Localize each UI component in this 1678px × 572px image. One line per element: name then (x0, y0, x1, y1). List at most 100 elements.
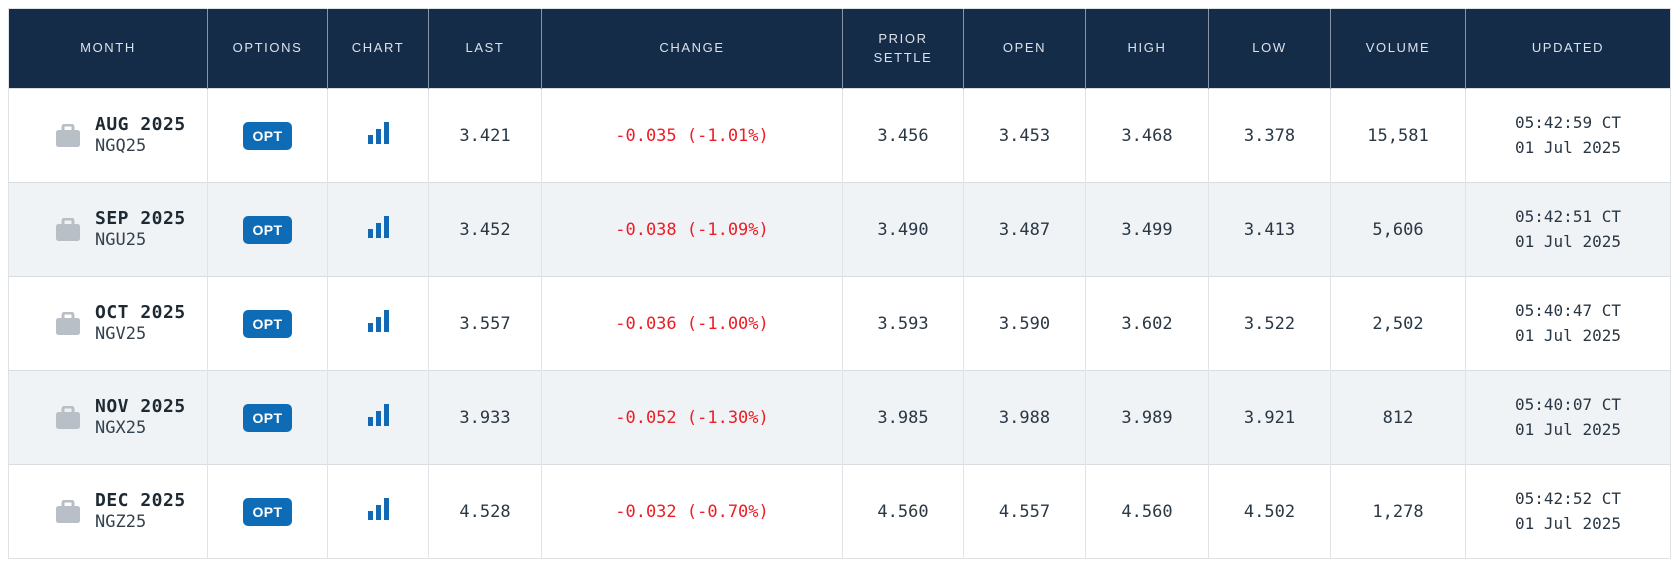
header-month: MONTH (8, 8, 208, 89)
high-cell: 4.560 (1085, 464, 1209, 559)
table-row: OCT 2025 NGV25 OPT 3.557 -0.036 (-1.00%)… (8, 276, 1671, 371)
contract-symbol-label: NGV25 (95, 324, 147, 345)
updated-time: 05:40:47 CT (1515, 300, 1621, 320)
header-options: OPTIONS (207, 8, 328, 89)
updated-time: 05:40:07 CT (1515, 394, 1621, 414)
updated-date: 01 Jul 2025 (1515, 419, 1621, 439)
low-cell: 3.921 (1208, 370, 1331, 465)
briefcase-icon (55, 217, 81, 242)
last-cell: 4.528 (428, 464, 542, 559)
briefcase-icon (55, 405, 81, 430)
header-low: LOW (1208, 8, 1331, 89)
change-cell: -0.036 (-1.00%) (541, 276, 843, 371)
last-cell: 3.452 (428, 182, 542, 277)
change-cell: -0.052 (-1.30%) (541, 370, 843, 465)
volume-cell: 812 (1330, 370, 1466, 465)
opt-button[interactable]: OPT (242, 215, 293, 244)
volume-cell: 1,278 (1330, 464, 1466, 559)
header-volume: VOLUME (1330, 8, 1466, 89)
updated-date: 01 Jul 2025 (1515, 137, 1621, 157)
prior-settle-cell: 3.985 (842, 370, 964, 465)
header-last: LAST (428, 8, 542, 89)
last-cell: 3.557 (428, 276, 542, 371)
header-change: CHANGE (541, 8, 843, 89)
chart-cell (327, 182, 429, 277)
chart-cell (327, 370, 429, 465)
prior-settle-cell: 3.593 (842, 276, 964, 371)
chart-cell (327, 88, 429, 183)
updated-cell: 05:40:47 CT 01 Jul 2025 (1465, 276, 1671, 371)
updated-date: 01 Jul 2025 (1515, 513, 1621, 533)
header-open: OPEN (963, 8, 1086, 89)
options-cell: OPT (207, 276, 328, 371)
prior-settle-cell: 3.490 (842, 182, 964, 277)
last-cell: 3.421 (428, 88, 542, 183)
high-cell: 3.468 (1085, 88, 1209, 183)
options-cell: OPT (207, 464, 328, 559)
updated-time: 05:42:51 CT (1515, 206, 1621, 226)
open-cell: 3.988 (963, 370, 1086, 465)
options-cell: OPT (207, 88, 328, 183)
low-cell: 3.413 (1208, 182, 1331, 277)
bar-chart-icon[interactable] (367, 404, 389, 426)
bar-chart-icon[interactable] (367, 310, 389, 332)
updated-cell: 05:42:52 CT 01 Jul 2025 (1465, 464, 1671, 559)
change-cell: -0.032 (-0.70%) (541, 464, 843, 559)
contract-month-label: NOV 2025 (95, 396, 186, 418)
opt-button[interactable]: OPT (242, 309, 293, 338)
change-cell: -0.038 (-1.09%) (541, 182, 843, 277)
bar-chart-icon[interactable] (367, 498, 389, 520)
month-cell: NOV 2025 NGX25 (8, 370, 208, 465)
volume-cell: 15,581 (1330, 88, 1466, 183)
updated-date: 01 Jul 2025 (1515, 231, 1621, 251)
contract-symbol-label: NGZ25 (95, 512, 147, 533)
contract-month-label: OCT 2025 (95, 302, 186, 324)
table-row: SEP 2025 NGU25 OPT 3.452 -0.038 (-1.09%)… (8, 182, 1671, 277)
chart-cell (327, 464, 429, 559)
opt-button[interactable]: OPT (242, 497, 293, 526)
header-chart: CHART (327, 8, 429, 89)
header-high: HIGH (1085, 8, 1209, 89)
options-cell: OPT (207, 182, 328, 277)
low-cell: 4.502 (1208, 464, 1331, 559)
prior-settle-cell: 3.456 (842, 88, 964, 183)
updated-cell: 05:42:59 CT 01 Jul 2025 (1465, 88, 1671, 183)
table-row: NOV 2025 NGX25 OPT 3.933 -0.052 (-1.30%)… (8, 370, 1671, 465)
contract-month-label: SEP 2025 (95, 208, 186, 230)
low-cell: 3.378 (1208, 88, 1331, 183)
prior-settle-cell: 4.560 (842, 464, 964, 559)
bar-chart-icon[interactable] (367, 216, 389, 238)
briefcase-icon (55, 123, 81, 148)
opt-button[interactable]: OPT (242, 121, 293, 150)
contract-month-label: AUG 2025 (95, 114, 186, 136)
open-cell: 3.453 (963, 88, 1086, 183)
change-cell: -0.035 (-1.01%) (541, 88, 843, 183)
bar-chart-icon[interactable] (367, 122, 389, 144)
chart-cell (327, 276, 429, 371)
contract-symbol-label: NGU25 (95, 230, 147, 251)
futures-quotes-table: MONTH OPTIONS CHART LAST CHANGE PRIOR SE… (8, 8, 1671, 559)
table-row: AUG 2025 NGQ25 OPT 3.421 -0.035 (-1.01%)… (8, 88, 1671, 183)
opt-button[interactable]: OPT (242, 403, 293, 432)
updated-time: 05:42:52 CT (1515, 488, 1621, 508)
updated-cell: 05:42:51 CT 01 Jul 2025 (1465, 182, 1671, 277)
header-updated: UPDATED (1465, 8, 1671, 89)
open-cell: 3.590 (963, 276, 1086, 371)
open-cell: 4.557 (963, 464, 1086, 559)
month-cell: OCT 2025 NGV25 (8, 276, 208, 371)
updated-cell: 05:40:07 CT 01 Jul 2025 (1465, 370, 1671, 465)
high-cell: 3.989 (1085, 370, 1209, 465)
volume-cell: 5,606 (1330, 182, 1466, 277)
contract-month-label: DEC 2025 (95, 490, 186, 512)
last-cell: 3.933 (428, 370, 542, 465)
options-cell: OPT (207, 370, 328, 465)
table-row: DEC 2025 NGZ25 OPT 4.528 -0.032 (-0.70%)… (8, 464, 1671, 559)
contract-symbol-label: NGQ25 (95, 136, 147, 157)
high-cell: 3.602 (1085, 276, 1209, 371)
contract-symbol-label: NGX25 (95, 418, 147, 439)
header-prior-settle: PRIOR SETTLE (842, 8, 964, 89)
month-cell: SEP 2025 NGU25 (8, 182, 208, 277)
high-cell: 3.499 (1085, 182, 1209, 277)
volume-cell: 2,502 (1330, 276, 1466, 371)
updated-time: 05:42:59 CT (1515, 112, 1621, 132)
